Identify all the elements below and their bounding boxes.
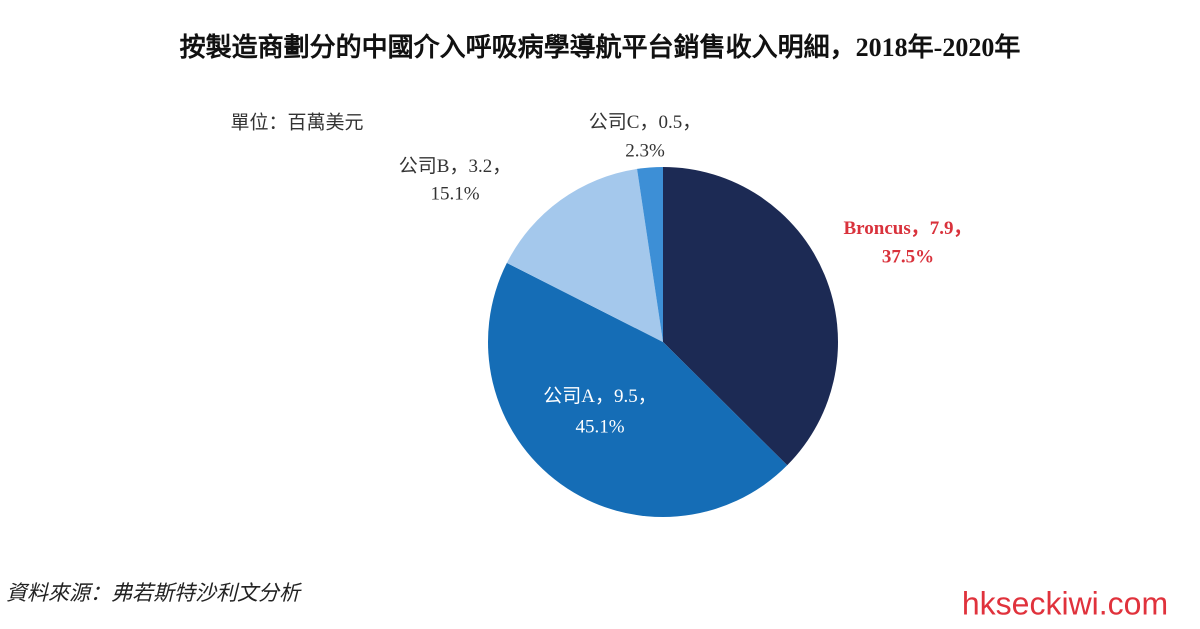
unit-label: 單位：百萬美元	[230, 111, 363, 133]
separator: ，	[638, 386, 657, 407]
slice-value: 7.9	[930, 218, 954, 239]
chart-title: 按製造商劃分的中國介入呼吸病學導航平台銷售收入明細，2018年-2020年	[180, 32, 1021, 62]
slice-name: Broncus	[843, 218, 910, 239]
separator: ，	[911, 218, 930, 239]
slice-value: 9.5	[614, 386, 638, 407]
slice-percent: 15.1%	[430, 183, 479, 204]
slice-value: 3.2	[468, 156, 492, 177]
slice-label: 公司B，3.2，	[399, 156, 511, 177]
slice-label: 公司A，9.5，	[543, 386, 657, 407]
slice-name: 公司C	[589, 112, 640, 133]
slice-label: 公司C，0.5，	[589, 112, 701, 133]
source-note: 資料來源：弗若斯特沙利文分析	[6, 581, 302, 605]
slice-percent: 2.3%	[625, 140, 665, 161]
pie-slice	[488, 262, 788, 517]
slice-percent: 45.1%	[575, 416, 624, 437]
slice-name: 公司A	[543, 386, 595, 407]
separator: ，	[492, 156, 511, 177]
separator: ，	[449, 156, 468, 177]
slice-value: 0.5	[658, 112, 682, 133]
separator: ，	[682, 112, 701, 133]
separator: ，	[595, 386, 614, 407]
pie-slice	[637, 167, 663, 342]
separator: ，	[953, 218, 972, 239]
pie-slice	[663, 167, 838, 466]
pie-slice	[506, 168, 663, 342]
slice-name: 公司B	[399, 156, 450, 177]
separator: ，	[639, 112, 658, 133]
slice-label: Broncus，7.9，	[843, 218, 972, 239]
watermark: hkseckiwi.com	[962, 585, 1168, 621]
slice-percent: 37.5%	[882, 246, 934, 267]
